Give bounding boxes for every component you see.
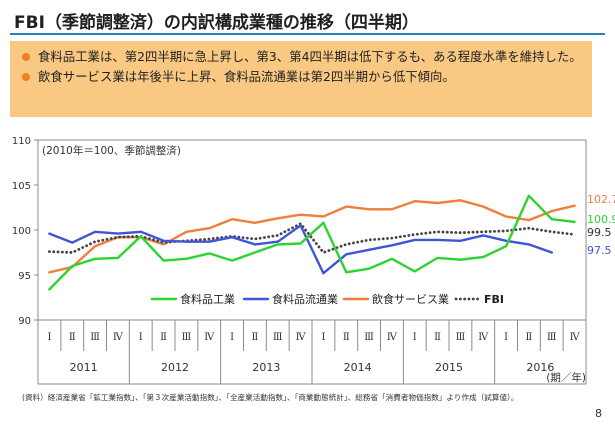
x-tick-label-quarter: Ⅳ bbox=[570, 332, 581, 343]
page-number: 8 bbox=[595, 407, 602, 420]
x-tick-label-quarter: Ⅱ bbox=[69, 332, 76, 343]
x-tick-label-quarter: Ⅲ bbox=[273, 332, 283, 343]
x-tick-label-quarter: Ⅳ bbox=[296, 332, 307, 343]
source-note: (資料）経済産業省「鉱工業指数」、「第３次産業活動指数」、「全産業活動指数」、「… bbox=[22, 393, 519, 402]
y-tick-label: 90 bbox=[18, 316, 31, 327]
x-tick-label-quarter: Ⅰ bbox=[413, 332, 417, 343]
series-line-1 bbox=[48, 194, 576, 291]
x-tick-label-quarter: Ⅱ bbox=[343, 332, 350, 343]
legend-label: 食料品工業 bbox=[180, 292, 235, 306]
x-tick-label-year: 2015 bbox=[435, 361, 463, 374]
x-tick-label-quarter: Ⅳ bbox=[113, 332, 124, 343]
summary-text: 食料品工業は、第2四半期に急上昇し、第3、第4四半期は低下するも、ある程度水準を… bbox=[38, 49, 582, 64]
x-tick-label-quarter: Ⅲ bbox=[547, 332, 557, 343]
summary-text: 飲食サービス業は年後半に上昇、食料品流通業は第2四半期から低下傾向。 bbox=[38, 69, 455, 84]
x-tick-label-year: 2011 bbox=[70, 361, 98, 374]
y-tick-label: 95 bbox=[18, 271, 31, 282]
end-value-label: 100.9 bbox=[587, 213, 615, 226]
summary-box: 食料品工業は、第2四半期に急上昇し、第3、第4四半期は低下するも、ある程度水準を… bbox=[10, 41, 592, 117]
x-tick-label-quarter: Ⅰ bbox=[139, 332, 143, 343]
x-tick-label-year: 2014 bbox=[344, 361, 372, 374]
series-line-2 bbox=[48, 224, 553, 275]
x-tick-label-quarter: Ⅳ bbox=[478, 332, 489, 343]
x-tick-label-year: 2012 bbox=[161, 361, 189, 374]
bullet-dot-icon bbox=[22, 73, 30, 81]
x-tick-label-quarter: Ⅱ bbox=[252, 332, 259, 343]
x-tick-label-quarter: Ⅱ bbox=[434, 332, 441, 343]
page-title: FBI（季節調整済）の内訳構成業種の推移（四半期） bbox=[14, 13, 419, 33]
x-tick-label-quarter: Ⅲ bbox=[456, 332, 466, 343]
x-tick-label-year: 2013 bbox=[252, 361, 280, 374]
summary-bullet: 食料品工業は、第2四半期に急上昇し、第3、第4四半期は低下するも、ある程度水準を… bbox=[22, 48, 582, 66]
x-tick-label-year: 2016 bbox=[526, 361, 554, 374]
end-value-label: 97.5 bbox=[587, 244, 612, 257]
end-value-label: 99.5 bbox=[587, 226, 612, 239]
x-tick-label-quarter: Ⅱ bbox=[526, 332, 533, 343]
legend-label: FBI bbox=[484, 293, 504, 306]
series-line-4 bbox=[48, 222, 576, 254]
y-tick-label: 105 bbox=[12, 181, 31, 192]
x-tick-label-quarter: Ⅱ bbox=[160, 332, 167, 343]
legend-label: 食料品流通業 bbox=[272, 292, 338, 306]
x-tick-label-quarter: Ⅰ bbox=[47, 332, 51, 343]
x-tick-label-quarter: Ⅲ bbox=[364, 332, 374, 343]
chart-subtitle: (2010年＝100、季節調整済) bbox=[42, 144, 181, 157]
summary-bullet: 飲食サービス業は年後半に上昇、食料品流通業は第2四半期から低下傾向。 bbox=[22, 68, 582, 86]
y-tick-label: 110 bbox=[12, 136, 31, 147]
x-tick-label-quarter: Ⅰ bbox=[504, 332, 508, 343]
title-underline bbox=[10, 33, 605, 35]
x-tick-label-quarter: Ⅰ bbox=[230, 332, 234, 343]
x-tick-label-quarter: Ⅳ bbox=[204, 332, 215, 343]
y-tick-label: 100 bbox=[12, 226, 31, 237]
bullet-dot-icon bbox=[22, 53, 30, 61]
x-axis-label: (期／年) bbox=[546, 371, 586, 384]
x-tick-label-quarter: Ⅲ bbox=[182, 332, 192, 343]
end-value-label: 102.7 bbox=[587, 193, 615, 206]
x-tick-label-quarter: Ⅳ bbox=[387, 332, 398, 343]
legend-label: 飲食サービス業 bbox=[372, 292, 449, 306]
x-tick-label-quarter: Ⅲ bbox=[90, 332, 100, 343]
x-tick-label-quarter: Ⅰ bbox=[321, 332, 325, 343]
